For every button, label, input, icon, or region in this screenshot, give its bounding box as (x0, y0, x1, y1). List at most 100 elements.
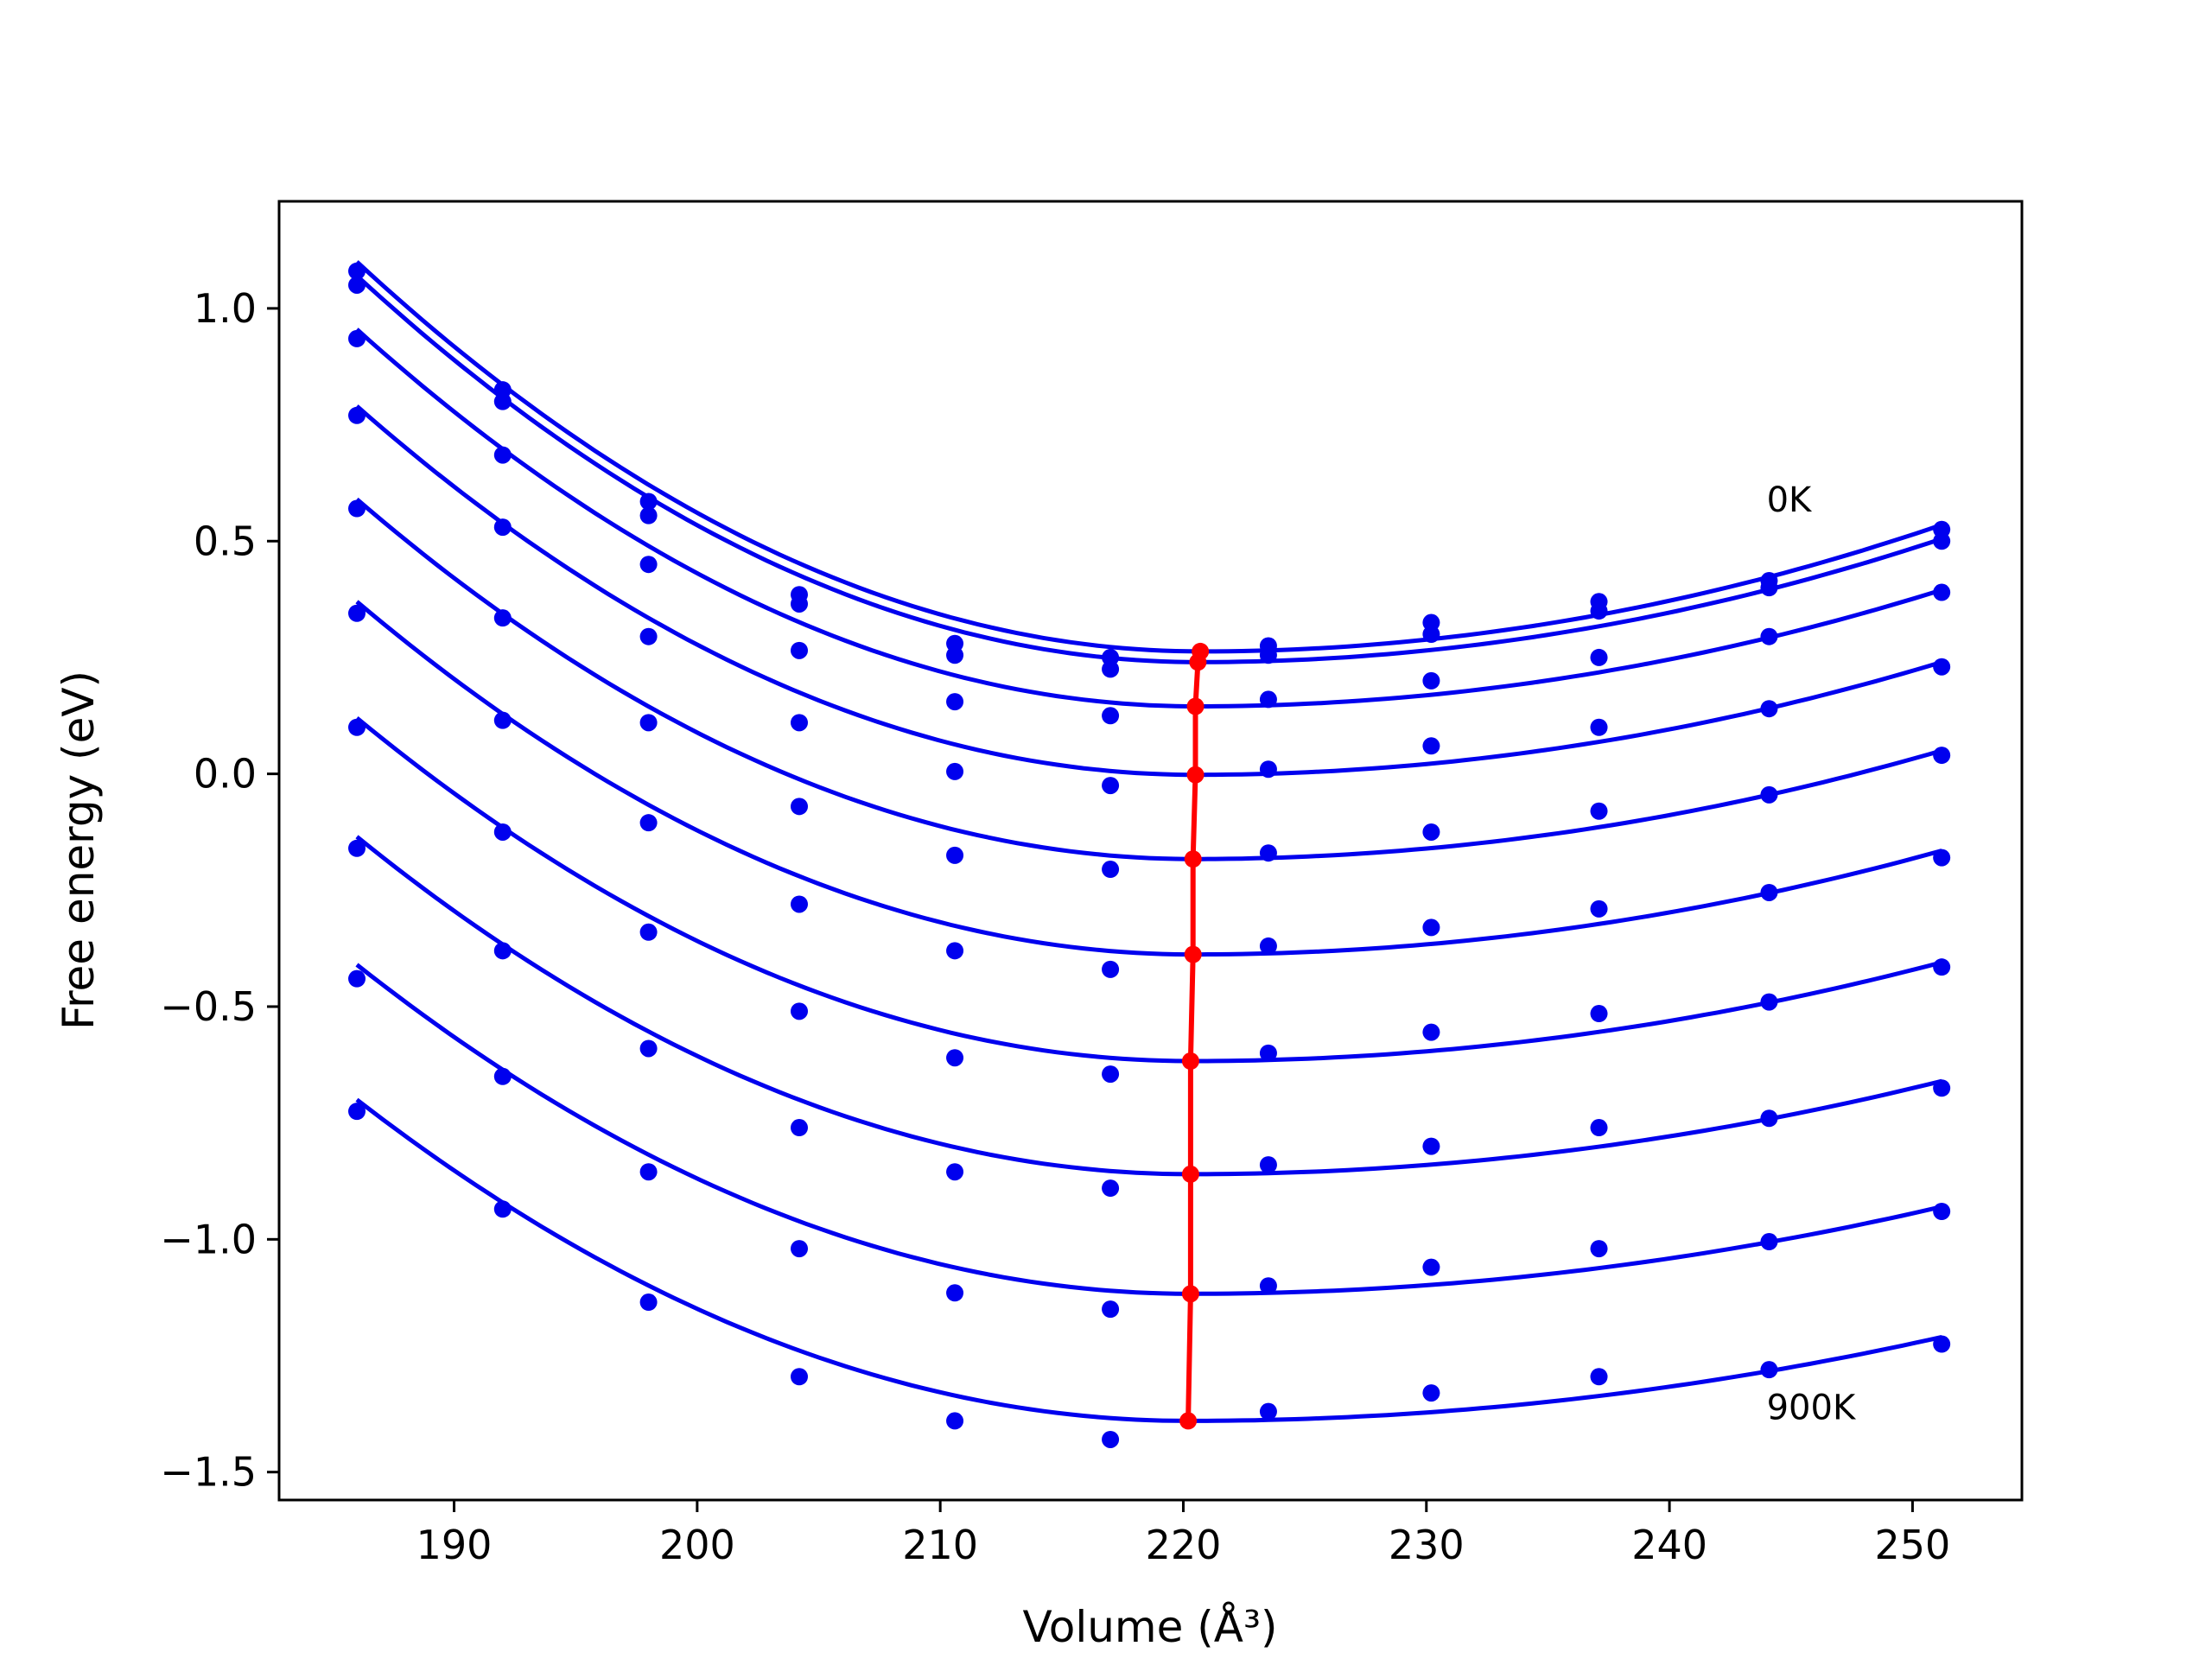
data-point (1933, 1203, 1951, 1220)
annotation-label: 0K (1767, 480, 1813, 520)
data-point (1102, 1430, 1120, 1448)
minimum-point (1184, 850, 1202, 868)
data-point (493, 1200, 512, 1218)
y-tick-label: −0.5 (160, 983, 257, 1030)
y-tick-label: −1.5 (160, 1449, 257, 1496)
x-tick-label: 220 (1146, 1522, 1222, 1568)
x-tick-label: 230 (1389, 1522, 1465, 1568)
fit-curve-7 (355, 835, 1942, 1177)
data-point (1422, 1023, 1440, 1041)
minimum-point (1181, 1165, 1199, 1183)
data-point (1102, 960, 1120, 978)
data-point (1422, 626, 1440, 643)
fit-curve-0 (355, 260, 1943, 654)
data-point (946, 1049, 964, 1067)
data-point (791, 641, 809, 659)
x-tick-label: 200 (659, 1522, 735, 1568)
data-point (1760, 627, 1778, 645)
fit-curve-5 (355, 600, 1942, 957)
x-tick-label: 210 (902, 1522, 978, 1568)
data-point (348, 406, 366, 424)
data-point (1259, 1156, 1277, 1174)
data-point (493, 1067, 512, 1085)
data-point (1422, 1258, 1440, 1276)
data-point (639, 923, 658, 941)
annotation-label: 900K (1767, 1388, 1857, 1427)
y-tick-label: 1.0 (194, 285, 257, 332)
data-point (493, 942, 512, 960)
minimum-point (1189, 653, 1207, 671)
data-point (946, 646, 964, 664)
data-point (1259, 690, 1277, 709)
data-point (946, 762, 964, 780)
y-tick-label: 0.5 (194, 518, 257, 564)
data-point (1933, 747, 1951, 765)
data-point (639, 556, 658, 574)
data-point (639, 714, 658, 732)
data-point (1102, 861, 1120, 879)
data-point (1933, 532, 1951, 550)
minimum-point (1186, 697, 1205, 715)
data-point (1259, 1044, 1277, 1062)
data-point (1102, 660, 1120, 678)
data-point (1760, 1233, 1778, 1251)
data-point (348, 276, 366, 294)
data-point (1590, 648, 1608, 666)
x-tick-label: 190 (416, 1522, 493, 1568)
data-point (1760, 700, 1778, 718)
y-axis: 1.0 0.5 0.0 −0.5 −1.0 −1.5 (160, 285, 279, 1496)
data-point (348, 499, 366, 518)
y-tick-label: −1.0 (160, 1216, 257, 1262)
data-point (791, 714, 809, 732)
data-point (1259, 844, 1277, 862)
data-point (1590, 602, 1608, 620)
data-point (946, 846, 964, 864)
data-point (1760, 785, 1778, 804)
data-point (348, 718, 366, 736)
y-axis-label: Free energy (eV) (54, 671, 104, 1030)
minimum-point (1181, 1052, 1199, 1070)
data-point (791, 1240, 809, 1258)
data-point (348, 969, 366, 988)
data-point (1590, 1005, 1608, 1023)
data-point (1760, 1109, 1778, 1128)
data-point (946, 693, 964, 711)
x-tick-label: 250 (1875, 1522, 1951, 1568)
data-point (1259, 760, 1277, 779)
x-axis: 190 200 210 220 230 240 250 (416, 1500, 1951, 1568)
data-point (639, 627, 658, 645)
data-point (493, 823, 512, 841)
data-point (1933, 849, 1951, 867)
data-point (791, 895, 809, 913)
data-point (1933, 958, 1951, 976)
data-point (1590, 1119, 1608, 1137)
data-point (493, 392, 512, 410)
fit-curve-9 (355, 1097, 1942, 1423)
data-point (791, 798, 809, 816)
data-point (1590, 1240, 1608, 1258)
data-point (639, 814, 658, 832)
data-point (1422, 823, 1440, 841)
data-point (791, 594, 809, 613)
minimum-point (1186, 766, 1205, 784)
data-point (348, 604, 366, 622)
minimum-point (1184, 945, 1202, 963)
data-point (1422, 918, 1440, 937)
data-point (1422, 671, 1440, 690)
x-axis-label: Volume (Å³) (1022, 1602, 1277, 1652)
y-tick-label: 0.0 (194, 751, 257, 798)
fit-curve-2 (355, 327, 1942, 709)
data-point (791, 1119, 809, 1137)
data-point (639, 506, 658, 524)
fit-curve-8 (355, 963, 1942, 1296)
data-point (791, 1368, 809, 1386)
data-point (1760, 993, 1778, 1011)
data-point (946, 942, 964, 960)
data-point (1422, 1137, 1440, 1155)
data-point (1590, 899, 1608, 918)
annotations: 0K 900K (1767, 480, 1857, 1427)
data-point (1102, 707, 1120, 725)
data-point (1590, 802, 1608, 820)
plot-area (348, 260, 1951, 1448)
data-point (493, 711, 512, 729)
